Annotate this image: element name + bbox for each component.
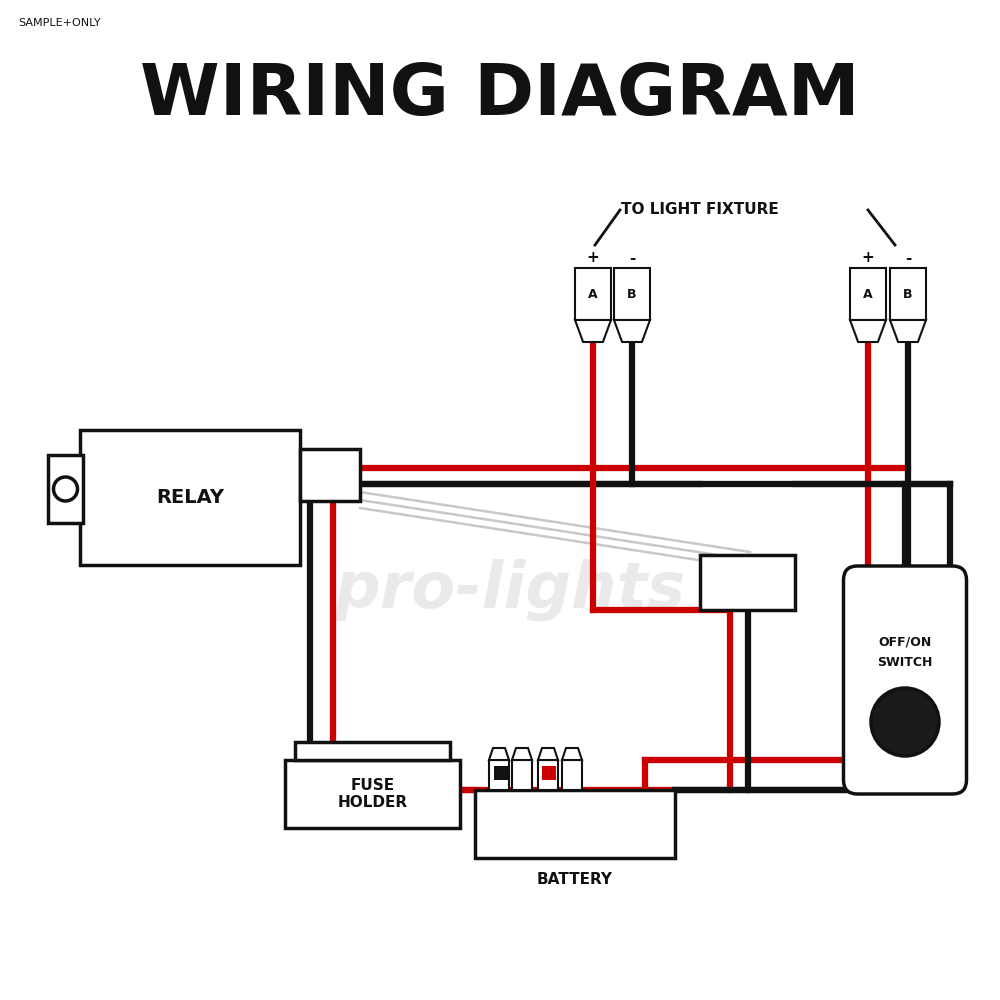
Text: RELAY: RELAY [156, 488, 224, 507]
Text: B: B [903, 288, 913, 300]
Polygon shape [512, 748, 532, 760]
Text: A: A [863, 288, 873, 300]
Text: TO LIGHT FIXTURE: TO LIGHT FIXTURE [621, 202, 779, 218]
Text: FUSE
HOLDER: FUSE HOLDER [337, 778, 408, 810]
Text: WIRING DIAGRAM: WIRING DIAGRAM [140, 60, 860, 129]
Polygon shape [575, 320, 611, 342]
Polygon shape [850, 320, 886, 342]
Polygon shape [562, 748, 582, 760]
Text: +: + [587, 250, 599, 265]
Text: pro-lights: pro-lights [334, 559, 686, 621]
Bar [614, 268, 650, 320]
Bar [285, 760, 460, 828]
Polygon shape [538, 748, 558, 760]
Polygon shape [890, 320, 926, 342]
Bar [850, 268, 886, 320]
Bar [80, 430, 300, 565]
Bar [494, 766, 508, 780]
Text: SAMPLE+ONLY: SAMPLE+ONLY [18, 18, 101, 28]
Text: -: - [629, 250, 635, 265]
Polygon shape [614, 320, 650, 342]
Bar [489, 760, 509, 790]
Circle shape [54, 477, 78, 501]
Bar [538, 760, 558, 790]
Text: OFF/ON: OFF/ON [878, 636, 932, 648]
Polygon shape [489, 748, 509, 760]
Bar [48, 455, 83, 523]
Text: -: - [905, 250, 911, 265]
Circle shape [871, 688, 939, 756]
Bar [475, 790, 675, 858]
Bar [575, 268, 611, 320]
Text: BATTERY: BATTERY [537, 872, 613, 888]
Text: A: A [588, 288, 598, 300]
Bar [512, 760, 532, 790]
Bar [700, 555, 795, 610]
Text: +: + [862, 250, 874, 265]
Bar [295, 742, 450, 760]
Bar [562, 760, 582, 790]
Text: SWITCH: SWITCH [877, 656, 933, 668]
Text: B: B [627, 288, 637, 300]
Bar [300, 449, 360, 501]
FancyBboxPatch shape [844, 566, 966, 794]
Bar [542, 766, 556, 780]
Bar [890, 268, 926, 320]
